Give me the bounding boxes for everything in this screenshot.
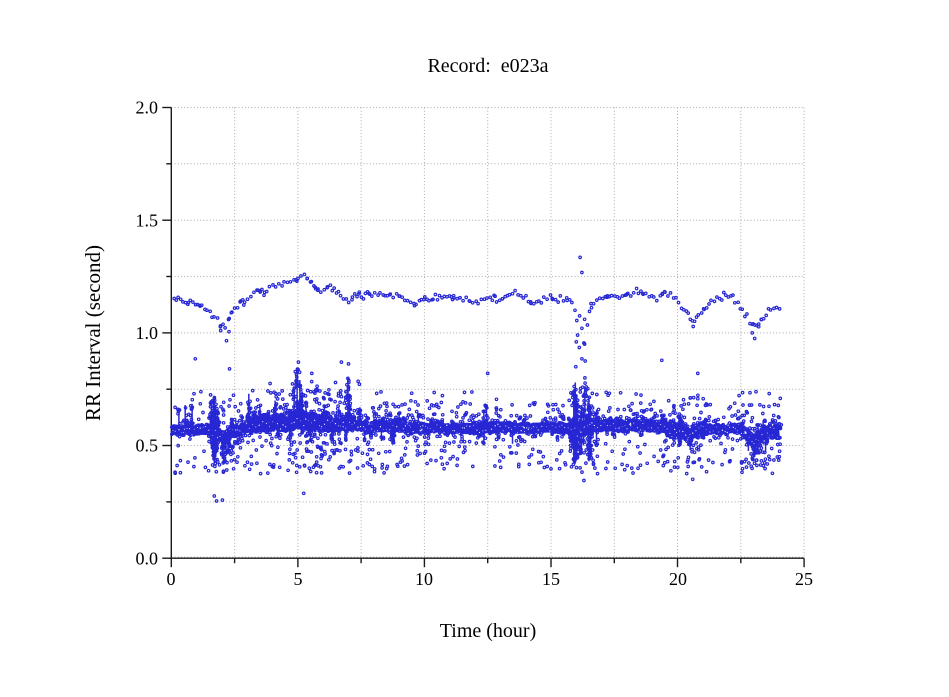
- svg-text:0: 0: [167, 569, 176, 589]
- svg-text:Record: e023a: Record: e023a: [427, 55, 548, 77]
- svg-text:10: 10: [415, 569, 433, 589]
- svg-text:2.0: 2.0: [136, 98, 159, 118]
- svg-text:5: 5: [294, 569, 303, 589]
- svg-text:0.0: 0.0: [136, 548, 159, 568]
- svg-text:20: 20: [669, 569, 687, 589]
- svg-text:1.0: 1.0: [136, 323, 159, 343]
- svg-text:1.5: 1.5: [136, 210, 159, 230]
- svg-text:Time (hour): Time (hour): [440, 620, 536, 642]
- svg-text:0.5: 0.5: [136, 436, 159, 456]
- svg-text:15: 15: [542, 569, 560, 589]
- svg-text:25: 25: [795, 569, 813, 589]
- svg-text:RR Interval (second): RR Interval (second): [81, 245, 105, 421]
